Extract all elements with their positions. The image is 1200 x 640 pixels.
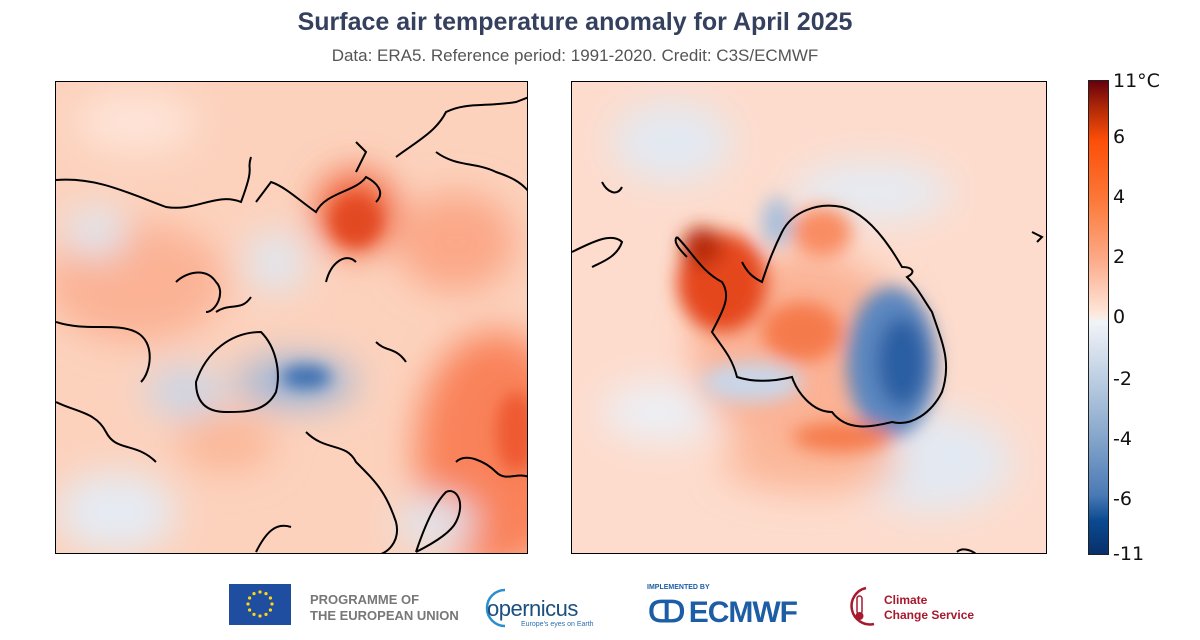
c3s-text-line: Change Service (884, 608, 975, 622)
copernicus-logo: opernicus Europe's eyes on Earth (475, 584, 595, 630)
eu-programme-text: PROGRAMME OF THE EUROPEAN UNION (310, 592, 459, 624)
c3s-logo: Climate Change Service (840, 584, 980, 630)
colorbar-tick-label: -11 (1113, 543, 1145, 565)
colorbar-tick-label: 6 (1113, 126, 1126, 148)
eu-flag-logo (229, 584, 291, 625)
colorbar-tick-label: -2 (1113, 368, 1132, 390)
colorbar-tick-label: -4 (1113, 428, 1132, 450)
implemented-by-label: IMPLEMENTED BY (647, 584, 710, 591)
colorbar-tick-label: 4 (1113, 186, 1126, 208)
ecmwf-symbol-icon: ↀ (648, 596, 685, 629)
arctic-map-panel (55, 81, 528, 554)
colorbar-tick-label: 2 (1113, 246, 1126, 268)
coastlines (56, 96, 527, 553)
eu-text-line: PROGRAMME OF (310, 592, 420, 607)
chart-title: Surface air temperature anomaly for Apri… (297, 8, 853, 36)
thermometer-icon (850, 586, 875, 626)
colorbar-tick-label: 11°C (1113, 70, 1160, 92)
arctic-anomaly-map (56, 82, 527, 553)
ecmwf-logo: ↀ ECMWF (648, 595, 798, 630)
footer-logos: PROGRAMME OF THE EUROPEAN UNION opernicu… (0, 580, 1200, 640)
colorbar-tick-label: -6 (1113, 488, 1132, 510)
copernicus-tagline: Europe's eyes on Earth (521, 621, 594, 628)
antarctic-map-panel (571, 81, 1047, 554)
copernicus-wordmark: opernicus (487, 596, 578, 621)
ecmwf-wordmark: ECMWF (688, 596, 798, 629)
chart-subtitle: Data: ERA5. Reference period: 1991-2020.… (331, 46, 819, 65)
colorbar (1088, 80, 1109, 555)
colorbar-tick-label: 0 (1113, 306, 1126, 328)
c3s-text-line: Climate (884, 593, 928, 607)
antarctic-anomaly-map (572, 82, 1046, 553)
coastlines (572, 181, 1044, 553)
eu-text-line: THE EUROPEAN UNION (310, 608, 459, 623)
